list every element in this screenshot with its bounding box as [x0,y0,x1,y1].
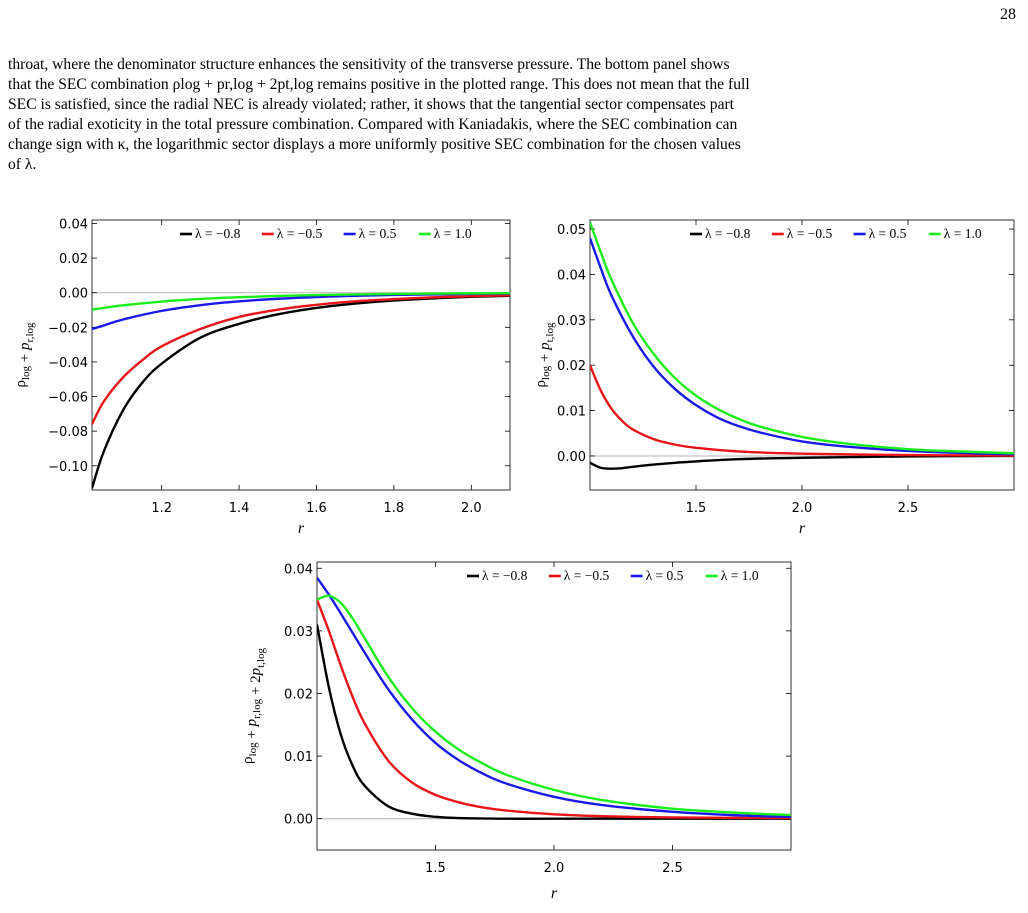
x-tick-label: 2.0 [792,501,813,516]
legend-label: λ = 1.0 [721,568,759,583]
x-tick-label: 1.2 [151,501,172,516]
legend-label: λ = 1.0 [434,226,472,241]
y-tick-label: 0.04 [557,268,586,283]
y-tick-label: −0.10 [48,460,88,475]
y-tick-label: 0.02 [557,359,586,374]
paragraph-line: of λ. [8,156,37,173]
series-line [590,221,1014,455]
y-tick-label: 0.00 [557,450,586,465]
paragraph-line: of the radial exoticity in the total pre… [8,116,738,133]
x-tick-label: 2.5 [662,861,683,876]
x-tick-label: 1.5 [425,861,446,876]
x-tick-label: 2.0 [461,501,482,516]
legend-label: λ = 0.5 [646,568,684,583]
legend: λ = −0.8 λ = −0.5 λ = 0.5 λ = 1.0 [690,226,982,241]
y-tick-label: −0.08 [48,425,88,440]
legend-label: λ = 1.0 [944,226,982,241]
legend-label: λ = −0.8 [705,226,751,241]
legend-label: λ = −0.5 [277,226,323,241]
y-tick-label: 0.03 [557,314,586,329]
y-tick-label: 0.04 [284,562,313,577]
paragraph-line: throat, where the denominator structure … [8,56,730,73]
y-tick-label: 0.02 [59,252,88,267]
legend: λ = −0.8 λ = −0.5 λ = 0.5 λ = 1.0 [467,568,759,583]
y-tick-label: 0.03 [284,625,313,640]
x-tick-label: 1.8 [384,501,405,516]
series-line [92,292,510,311]
y-tick-label: 0.04 [59,217,88,232]
body-paragraph: throat, where the denominator structure … [8,55,1020,175]
legend: λ = −0.8 λ = −0.5 λ = 0.5 λ = 1.0 [180,226,472,241]
y-tick-label: −0.02 [48,321,88,336]
x-tick-label: 1.4 [229,501,250,516]
legend-label: λ = −0.5 [787,226,833,241]
y-tick-label: 0.01 [557,405,586,420]
legend-label: λ = 0.5 [869,226,907,241]
chart-sec-combination: 1.5 2.0 2.50.040.030.020.010.00λ = −0.8 λ =… [240,561,792,902]
legend-label: λ = 0.5 [359,226,397,241]
x-tick-label: 1.5 [686,501,707,516]
y-axis-label: ρlog + pr,log [13,322,36,388]
series-line [317,576,791,819]
y-tick-label: 0.00 [59,287,88,302]
y-tick-label: −0.06 [48,391,88,406]
y-tick-label: 0.00 [284,813,313,828]
series-line [590,237,1014,456]
series-line [92,294,510,489]
chart-nec-radial: 1.2 1.4 1.6 1.8 2.0 0.04 0.02 0.00 −0.02 −0.04 −0.… [13,217,511,537]
series-line [317,624,791,820]
series-line [590,454,1014,470]
paragraph-line: that the SEC combination ρlog + pr,log +… [8,76,750,93]
page-number: 28 [1000,6,1016,23]
x-tick-label: 2.5 [898,501,919,516]
paragraph-line: change sign with κ, the logarithmic sect… [8,136,741,153]
y-tick-label: 0.02 [284,687,313,702]
y-tick-label: −0.04 [48,356,88,371]
x-axis-label: r [799,520,806,537]
plot-frame [91,219,511,491]
x-axis-label: r [551,885,558,902]
x-axis-label: r [298,520,305,537]
series-line [92,294,510,425]
y-axis-label: ρlog + pt,log [533,322,556,387]
series-line [590,364,1014,457]
y-axis-label: ρlog + pr,log + 2pt,log [240,648,267,764]
y-tick-label: 0.05 [557,223,586,238]
legend-label: λ = −0.8 [195,226,241,241]
series-line [317,599,791,820]
legend-label: λ = −0.5 [564,568,610,583]
legend-label: λ = −0.8 [482,568,528,583]
x-tick-label: 2.0 [544,861,565,876]
paragraph-line: SEC is satisfied, since the radial NEC i… [8,96,735,113]
series-line [317,594,791,817]
y-tick-label: 0.01 [284,750,313,765]
x-tick-label: 1.6 [306,501,327,516]
chart-nec-tangential: 1.5 2.0 2.5 0.05 0.04 0.03 0.02 0.01 0.00 λ = −0.… [533,219,1015,537]
